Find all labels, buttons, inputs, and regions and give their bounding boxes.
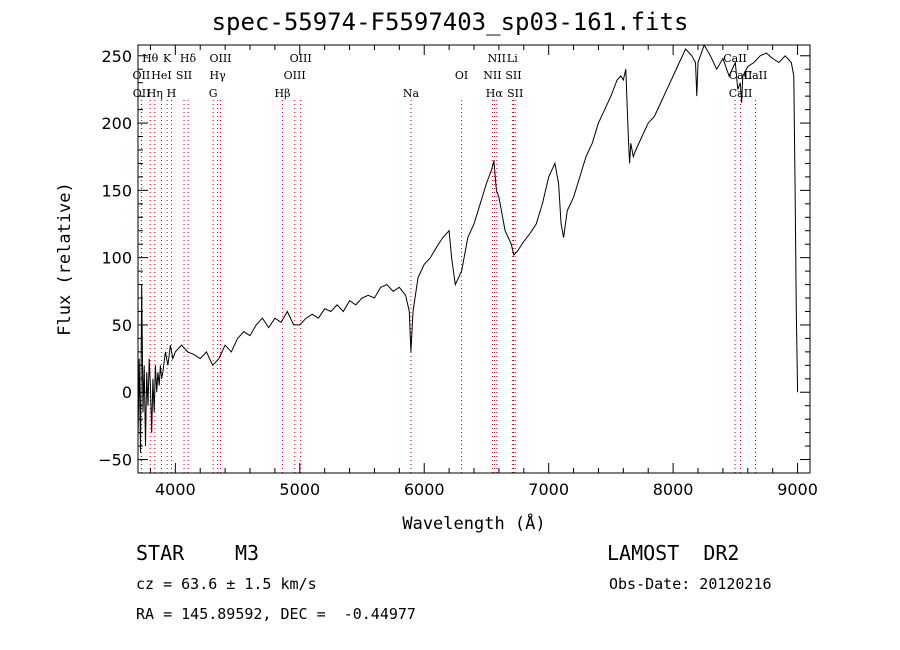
spectral-line-label: Hβ: [275, 87, 291, 100]
x-tick-label: 6000: [404, 480, 445, 499]
spectral-line-label: Hα: [486, 87, 504, 100]
spectral-line-label: SII: [507, 87, 523, 100]
x-tick-label: 8000: [653, 480, 694, 499]
object-subclass: M3: [235, 541, 260, 565]
spectral-line-label: OII: [133, 69, 151, 82]
y-tick-label: 100: [101, 249, 132, 268]
redshift-velocity: cz = 63.6 ± 1.5 km/s: [136, 575, 317, 593]
plot-frame: [137, 44, 811, 474]
spectral-line-label: OIII: [284, 69, 306, 82]
spectral-line-label: Hδ: [180, 52, 197, 65]
coordinates: RA = 145.89592, DEC = -0.44977: [136, 605, 416, 623]
y-tick-label: 200: [101, 114, 132, 133]
spectral-line-label: H: [167, 87, 177, 100]
x-tick-label: 5000: [279, 480, 320, 499]
chart-title: spec-55974-F5597403_sp03-161.fits: [211, 8, 689, 36]
survey-name: LAMOST DR2: [607, 541, 740, 565]
x-ticks: 4000 5000 6000 7000 8000 9000: [149, 45, 818, 499]
spectral-line-label: OI: [455, 69, 468, 82]
y-axis-label: Flux (relative): [55, 182, 75, 336]
spectral-line-label: OII: [133, 87, 151, 100]
spectral-line-label: OIII: [209, 52, 231, 65]
spectral-line-label: NII: [488, 52, 506, 65]
spectral-line-label: K: [163, 52, 172, 65]
spectral-line-label: SII: [176, 69, 192, 82]
spectral-line-label: SII: [505, 69, 521, 82]
spectral-line-label: OIII: [290, 52, 312, 65]
spectral-line-label: Hγ: [210, 69, 227, 82]
y-ticks: −50 0 50 100 150 200 250: [98, 47, 810, 470]
spectral-line-label: G: [209, 87, 218, 100]
x-tick-label: 9000: [777, 480, 818, 499]
spectrum-line: [137, 43, 799, 453]
x-tick-label: 7000: [528, 480, 569, 499]
x-axis-label: Wavelength (Å): [402, 512, 545, 534]
y-tick-label: 150: [101, 181, 132, 200]
spectral-line-label: CaII: [729, 69, 753, 82]
y-tick-label: −50: [98, 451, 132, 470]
x-tick-label: 4000: [155, 480, 196, 499]
spectral-line-label: NII: [483, 69, 501, 82]
spectral-line-label: HeI: [151, 69, 171, 82]
spectral-line-label: Li: [507, 52, 518, 65]
spectral-line-label: CaII: [723, 52, 747, 65]
y-tick-label: 0: [122, 383, 132, 402]
object-class: STAR: [136, 541, 185, 565]
observation-date: Obs-Date: 20120216: [609, 575, 772, 593]
spectral-line-markers: [140, 100, 756, 473]
y-tick-label: 50: [112, 316, 132, 335]
spectral-line-label: Hθ: [142, 52, 159, 65]
spectral-line-label: CaII: [744, 69, 768, 82]
spectral-line-label: Hη: [147, 87, 163, 100]
y-tick-label: 250: [101, 47, 132, 66]
spectral-line-label: Na: [403, 87, 420, 100]
